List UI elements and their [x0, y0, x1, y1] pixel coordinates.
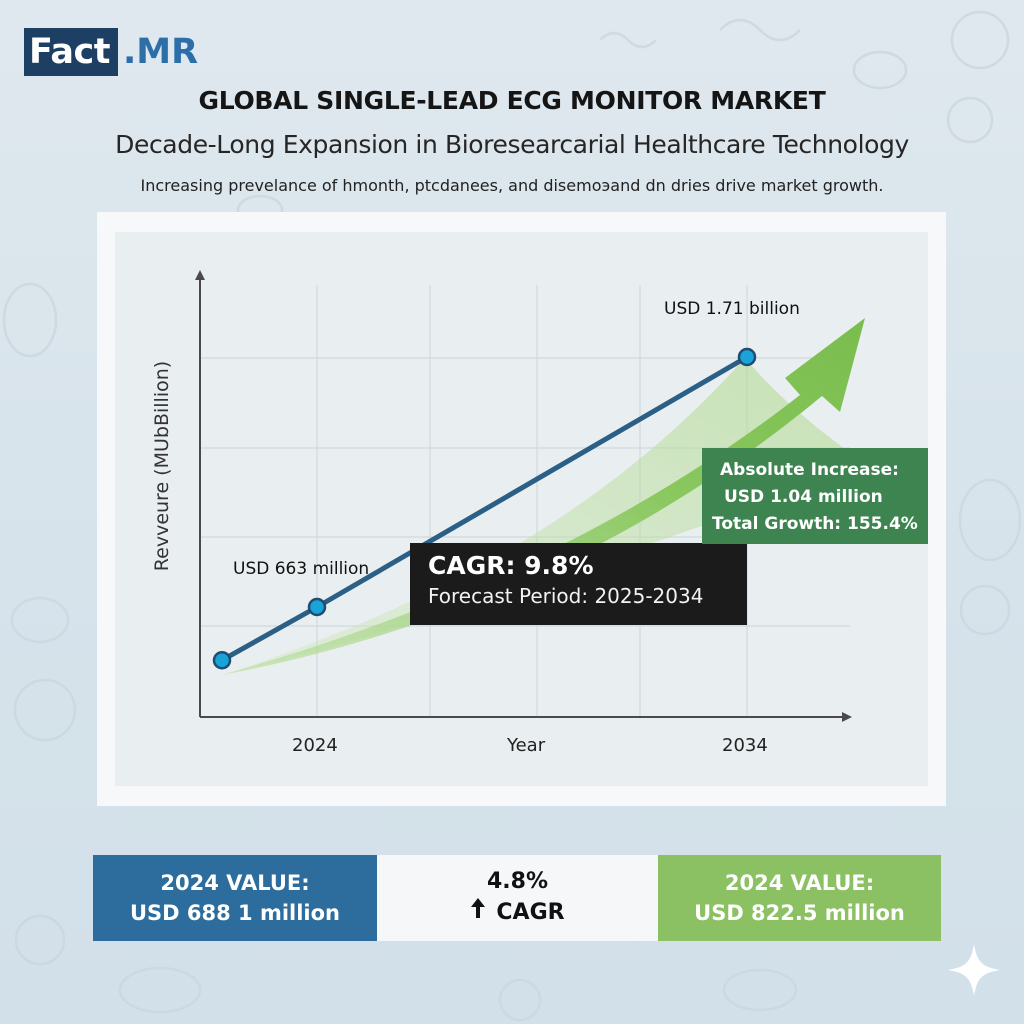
stat-2024-value: 2024 VALUE: USD 688 1 million [93, 855, 377, 941]
value-label-2034: USD 1.71 billion [664, 299, 800, 319]
cagr-callout: CAGR: 9.8% Forecast Period: 2025-2034 [410, 543, 747, 625]
y-axis-label: Revveure (MUbBillion) [151, 360, 173, 572]
stat-2034-value: 2024 VALUE: USD 822.5 million [658, 855, 941, 941]
y-axis-arrowhead [195, 270, 205, 280]
stat-left-value: USD 688 1 million [129, 901, 341, 925]
page-description: Increasing prevelance of hmonth, ptcdane… [140, 176, 884, 195]
x-tick-2024: 2024 [292, 735, 338, 756]
growth-shade [222, 358, 875, 675]
data-point-2 [737, 347, 757, 367]
brand-logo: Fact .MR [24, 28, 198, 76]
chart-panel [97, 212, 946, 806]
stat-left-label: 2024 VALUE: [160, 871, 310, 895]
logo-mr-text: .MR [122, 32, 199, 72]
stat-cagr: 4.8% CAGR [377, 855, 658, 941]
abs-increase-label: Absolute Increase: [720, 460, 899, 480]
data-point-0 [212, 650, 232, 670]
page-subtitle: Decade-Long Expansion in Bioresearcarial… [115, 130, 909, 159]
cagr-title: CAGR: 9.8% [428, 551, 594, 580]
sparkle-icon [948, 944, 1000, 996]
page-title: GLOBAL SINGLE-LEAD ECG MONITOR MARKET [198, 86, 826, 115]
absolute-increase-callout: Absolute Increase: USD 1.04 million Tota… [702, 448, 928, 544]
logo-fact-text: Fact [24, 28, 118, 76]
chart-series [212, 347, 757, 670]
x-axis-label: Year [507, 735, 546, 756]
chart-axes [195, 270, 852, 722]
cagr-period: Forecast Period: 2025-2034 [428, 584, 704, 608]
x-tick-2034: 2034 [722, 735, 768, 756]
stat-mid-label-row: CAGR [377, 897, 658, 928]
stat-right-value: USD 822.5 million [694, 901, 905, 925]
value-label-2024: USD 663 million [233, 559, 370, 579]
stat-mid-value: 4.8% [486, 869, 548, 894]
stat-mid-label: CAGR [496, 900, 565, 925]
stat-right-label: 2024 VALUE: [724, 871, 875, 895]
x-axis-arrowhead [842, 712, 852, 722]
arrow-up-icon [470, 897, 486, 928]
data-point-1 [307, 597, 327, 617]
total-growth: Total Growth: 155.4% [712, 514, 918, 534]
abs-increase-value: USD 1.04 million [724, 487, 883, 507]
